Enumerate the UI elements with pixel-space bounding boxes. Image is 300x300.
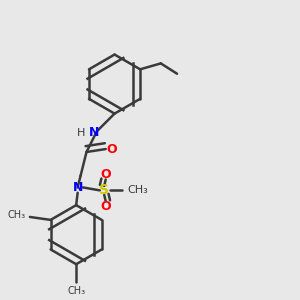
Text: S: S (99, 183, 109, 197)
Text: CH₃: CH₃ (8, 211, 26, 220)
Text: O: O (100, 168, 111, 181)
Text: N: N (73, 181, 83, 194)
Text: CH₃: CH₃ (67, 286, 85, 296)
Text: O: O (100, 200, 111, 213)
Text: CH₃: CH₃ (128, 185, 148, 195)
Text: O: O (106, 142, 117, 155)
Text: N: N (89, 126, 99, 139)
Text: H: H (76, 128, 85, 138)
